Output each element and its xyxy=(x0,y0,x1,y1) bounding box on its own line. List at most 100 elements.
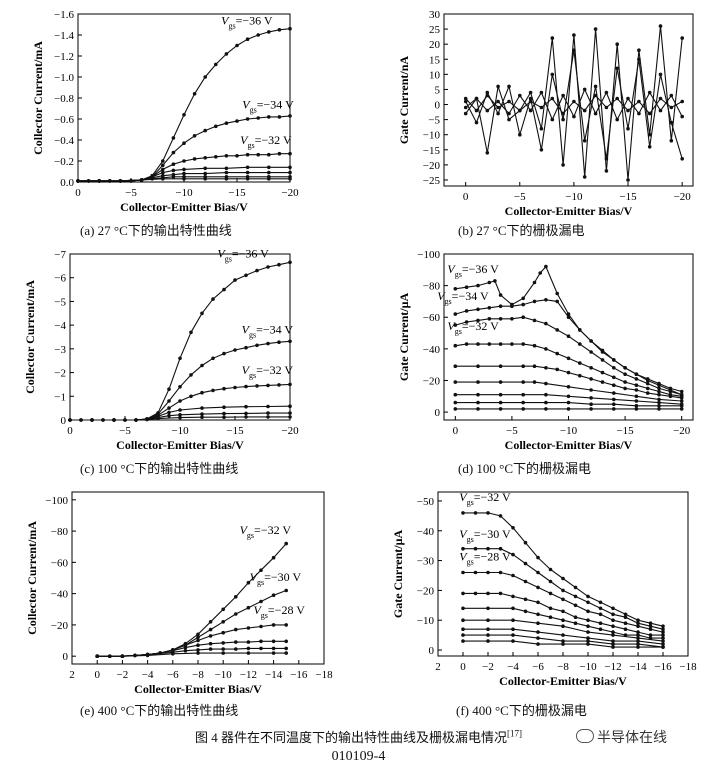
panel-b-ytick-label: 0 xyxy=(435,100,441,112)
panel-c-xlabel: Collector-Emitter Bias/V xyxy=(116,438,244,452)
panel-f-data-point xyxy=(473,511,478,515)
panel-f-xtick-label: −6 xyxy=(532,661,544,673)
panel-f-data-point xyxy=(536,555,540,560)
panel-b-data-point xyxy=(604,157,609,161)
panel-d-data-point xyxy=(612,366,616,370)
annotation-sub: gs xyxy=(247,531,254,540)
panel-f-data-point xyxy=(636,642,640,646)
panel-e-data-point xyxy=(183,648,188,653)
panel-a-data-point xyxy=(214,155,218,159)
panel-c-data-point xyxy=(255,268,259,273)
panel-c-data-point xyxy=(244,404,248,409)
panel-b-series xyxy=(463,93,684,116)
annotation-v: V xyxy=(240,523,249,537)
panel-b-data-point xyxy=(485,93,490,98)
panel-f-data-point xyxy=(561,597,565,602)
panel-e-data-point xyxy=(246,605,251,610)
panel-a: 0 −5 −10 −15 −20 0.0 −0.2 −0.4 −0.6 −0.8 −1.0 −1.2 −… xyxy=(31,9,299,214)
panel-f-data-point xyxy=(661,630,665,634)
panel-d-data-point xyxy=(668,386,673,391)
panel-a-xtick-label: −20 xyxy=(281,187,299,199)
panel-e-ytick-label: −100 xyxy=(45,495,68,507)
panel-f-annotation: Vgs=−28 V xyxy=(459,550,511,567)
panel-c-data-point xyxy=(222,287,226,292)
panel-b-data-point xyxy=(626,126,630,131)
panel-f-data-point xyxy=(648,633,653,637)
panel-d-data-point xyxy=(453,312,458,316)
panel-f-series xyxy=(461,639,665,649)
panel-d-data-point xyxy=(453,392,458,397)
panel-e-ytick-label: −40 xyxy=(51,589,69,601)
panel-e-xtick-label: −4 xyxy=(142,669,154,681)
panel-d-data-point xyxy=(521,302,525,307)
panel-e-series-line xyxy=(97,647,287,657)
panel-d-data-point xyxy=(623,366,627,370)
panel-d-data-point xyxy=(532,299,537,304)
panel-f-data-point xyxy=(548,591,553,596)
panel-b-data-point xyxy=(593,111,598,116)
panel-d-series xyxy=(453,364,684,400)
panel-d-data-point xyxy=(634,372,639,377)
panel-d-data-point xyxy=(657,400,661,405)
panel-a-ytick-label: −1.4 xyxy=(54,30,74,42)
panel-e-annotation: Vgs=−32 V xyxy=(240,523,292,540)
panel-d-data-point xyxy=(555,291,559,296)
panel-f-data-point xyxy=(498,514,503,518)
panel-e-xtick-label: −6 xyxy=(167,669,179,681)
panel-e-data-point xyxy=(208,647,213,651)
panel-f-data-point xyxy=(523,561,528,566)
panel-b-data-point xyxy=(637,111,641,116)
panel-a-data-point xyxy=(192,92,197,96)
panel-f-data-point xyxy=(636,645,640,649)
panel-d-xlabel: Collector-Emitter Bias/V xyxy=(505,438,633,452)
panel-f-data-point xyxy=(561,609,565,614)
panel-f-data-point xyxy=(561,588,565,593)
panel-e-data-point xyxy=(196,651,200,655)
panel-f-data-point xyxy=(623,612,628,617)
panel-d-data-point xyxy=(634,377,639,381)
panel-c-data-point xyxy=(288,411,292,415)
panel-d-xtick-label: 0 xyxy=(453,425,459,437)
panel-b-data-point xyxy=(507,117,511,122)
panel-b-data-point xyxy=(463,99,468,104)
panel-d-data-point xyxy=(657,404,661,408)
panel-b-data-point xyxy=(658,108,663,113)
annotation-v: V xyxy=(447,262,456,276)
panel-b-xlabel: Collector-Emitter Bias/V xyxy=(505,204,633,218)
panel-f-data-point xyxy=(473,591,478,596)
panel-f-data-point xyxy=(586,639,590,643)
panel-d-data-point xyxy=(487,280,492,285)
panel-c-data-point xyxy=(222,386,226,391)
panel-f-data-point xyxy=(586,594,590,599)
panel-d-data-point xyxy=(600,348,605,353)
panel-b-data-point xyxy=(637,99,641,104)
panel-d-data-point xyxy=(634,399,639,403)
panel-c-data-point xyxy=(189,330,193,335)
panel-c-data-point xyxy=(288,404,292,409)
panel-c-data-point xyxy=(233,278,237,282)
annotation-sub: gs xyxy=(455,270,462,279)
panel-d-data-point xyxy=(498,407,503,411)
panel-d-data-point xyxy=(657,392,661,397)
panel-b-data-point xyxy=(637,48,641,52)
panel-a-data-point xyxy=(288,114,292,118)
annotation-sub: gs xyxy=(228,22,235,31)
panel-f-data-point xyxy=(536,642,540,646)
panel-a-data-point xyxy=(203,156,207,160)
panel-a-data-point xyxy=(97,179,101,183)
panel-f-data-point xyxy=(586,636,590,640)
panel-f-series xyxy=(461,627,665,646)
panel-e-data-point xyxy=(221,620,225,624)
panel-f-data-point xyxy=(611,645,615,649)
panel-b-data-point xyxy=(593,84,598,89)
panel-d-data-point xyxy=(566,334,571,339)
panel-d-data-point xyxy=(510,304,514,309)
panel-d-data-point xyxy=(544,407,548,411)
panel-a-data-point xyxy=(161,163,165,167)
panel-d-data-point xyxy=(657,389,661,394)
panel-f-data-point xyxy=(536,600,540,605)
panel-f-data-point xyxy=(573,594,578,599)
panel-b-data-point xyxy=(658,24,663,28)
panel-b-data-point xyxy=(507,111,511,116)
panel-d-data-point xyxy=(679,399,684,403)
